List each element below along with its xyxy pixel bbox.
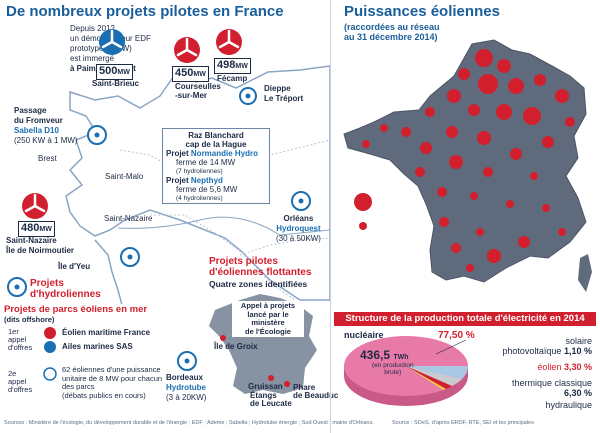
solar-slice <box>406 366 446 390</box>
hydro-slice <box>406 366 469 379</box>
phare-label: Phare de Beauduc <box>293 383 339 400</box>
saint-nazaire-capacity: 480MW <box>18 221 55 237</box>
production-legend: solaire photovoltaïque 1,10 % éolien 3,30… <box>498 336 592 410</box>
legend-hydro: hydraulique <box>545 400 592 410</box>
right-panel-title: Puissances éoliennes <box>344 3 500 20</box>
floating-callout: Appel à projets lancé par le ministère d… <box>232 301 304 337</box>
turbine-icon <box>22 193 48 219</box>
production-pie <box>344 336 469 406</box>
bordeaux-label: Bordeaux Hydrotube (3 à 20KW) <box>166 373 207 402</box>
turbine-icon <box>174 37 200 63</box>
panel-divider <box>330 0 331 433</box>
wind-slice <box>406 366 452 389</box>
fecamp-capacity: 498MW <box>214 58 251 74</box>
floating-title: Projets pilotes d'éoliennes flottantes <box>209 256 312 278</box>
corsica-shape <box>578 254 592 292</box>
first-call-label: 1er appel d'offres <box>8 327 33 352</box>
thermal-slice <box>406 366 462 386</box>
raz-blanchard-box: Raz Blanchard cap de la Hague Projet Nor… <box>162 128 270 204</box>
total-value: 436,5 TWh <box>360 348 409 362</box>
left-panel-title: De nombreux projets pilotes en France <box>6 3 284 20</box>
bubble-legend <box>354 193 372 230</box>
saint-nazaire-city-label: Saint-Nazaire <box>104 214 153 223</box>
fecamp-label: Fécamp <box>217 74 248 83</box>
brest-label: Brest <box>38 154 57 163</box>
offshore-legend: Projets de parcs éoliens en mer (dits of… <box>4 304 200 410</box>
right-panel-subtitle: (raccordées au réseau au 31 décembre 2014… <box>344 22 440 42</box>
turbine-icon <box>99 29 125 55</box>
france-shape <box>343 39 587 283</box>
hydrolienne-legend-icon <box>7 277 27 297</box>
france-wind-map <box>343 39 592 292</box>
hydro-legend-label: Projets d'hydroliennes <box>30 278 101 300</box>
courseulles-label: Courseulles -sur-Mer <box>175 82 221 100</box>
legend-wind: éolien 3,30 % <box>537 362 592 372</box>
hydrolienne-icon <box>120 247 140 267</box>
turbine-legend-icons <box>44 327 56 353</box>
yeu-label: Île d'Yeu <box>58 262 91 271</box>
second-call-label: 2e appel d'offres <box>8 369 33 394</box>
legend-solar: solaire photovoltaïque 1,10 % <box>502 336 592 356</box>
hydrolienne-icon <box>239 87 257 105</box>
floating-subtitle: Quatre zones identifiées <box>209 279 308 289</box>
etangs-label: Étangs de Leucate <box>250 391 292 408</box>
turbine-outline-icon <box>43 367 57 381</box>
saint-brieuc-capacity: 500MW <box>96 64 133 80</box>
nuclear-pct: 77,50 % <box>438 330 475 341</box>
right-sources: Source : SOeS, d'après ERDF, RTE, SEI et… <box>392 420 534 426</box>
turbine-icon <box>216 29 242 55</box>
hydrolienne-icon <box>87 125 107 145</box>
production-title: Structure de la production totale d'élec… <box>334 312 596 326</box>
saint-malo-label: Saint-Malo <box>105 172 144 181</box>
saint-nazaire-label: Saint-Nazaire Île de Noirmoutier <box>6 236 75 255</box>
wind-capacity-bubbles <box>362 49 575 272</box>
first-call-item-1: Éolien maritime France <box>62 328 151 337</box>
saint-brieuc-label: Saint-Brieuc <box>92 79 140 88</box>
max-label: Max. 758 MW (Somme) <box>356 177 403 194</box>
courseulles-capacity: 450MW <box>172 66 209 82</box>
first-call-item-2: Ailes marines SAS <box>62 342 133 351</box>
dieppe-label: Dieppe Le Tréport <box>264 84 304 103</box>
legend-thermal: thermique classique 6,30 % <box>511 378 592 398</box>
second-call-text: 62 éoliennes d'une puissance unitaire de … <box>62 365 163 400</box>
total-note: (en production brute) <box>372 362 414 376</box>
min-label: Moy. 91 MW <box>376 222 419 231</box>
hydrolienne-icon <box>177 351 197 371</box>
groix-label: Île de Groix <box>214 342 258 351</box>
nuclear-label: nucléaire <box>344 330 384 340</box>
left-sources: Sources : Ministère de l'écologie, du dé… <box>4 420 374 426</box>
hydrolienne-icon <box>291 191 311 211</box>
fromveur-label: Passage du Fromveur Sabella D10 (250 KW … <box>14 106 78 145</box>
gruissan-label: Gruissan <box>248 382 283 391</box>
orleans-label: Orléans Hydroquest (30 à 50KW) <box>276 214 321 243</box>
